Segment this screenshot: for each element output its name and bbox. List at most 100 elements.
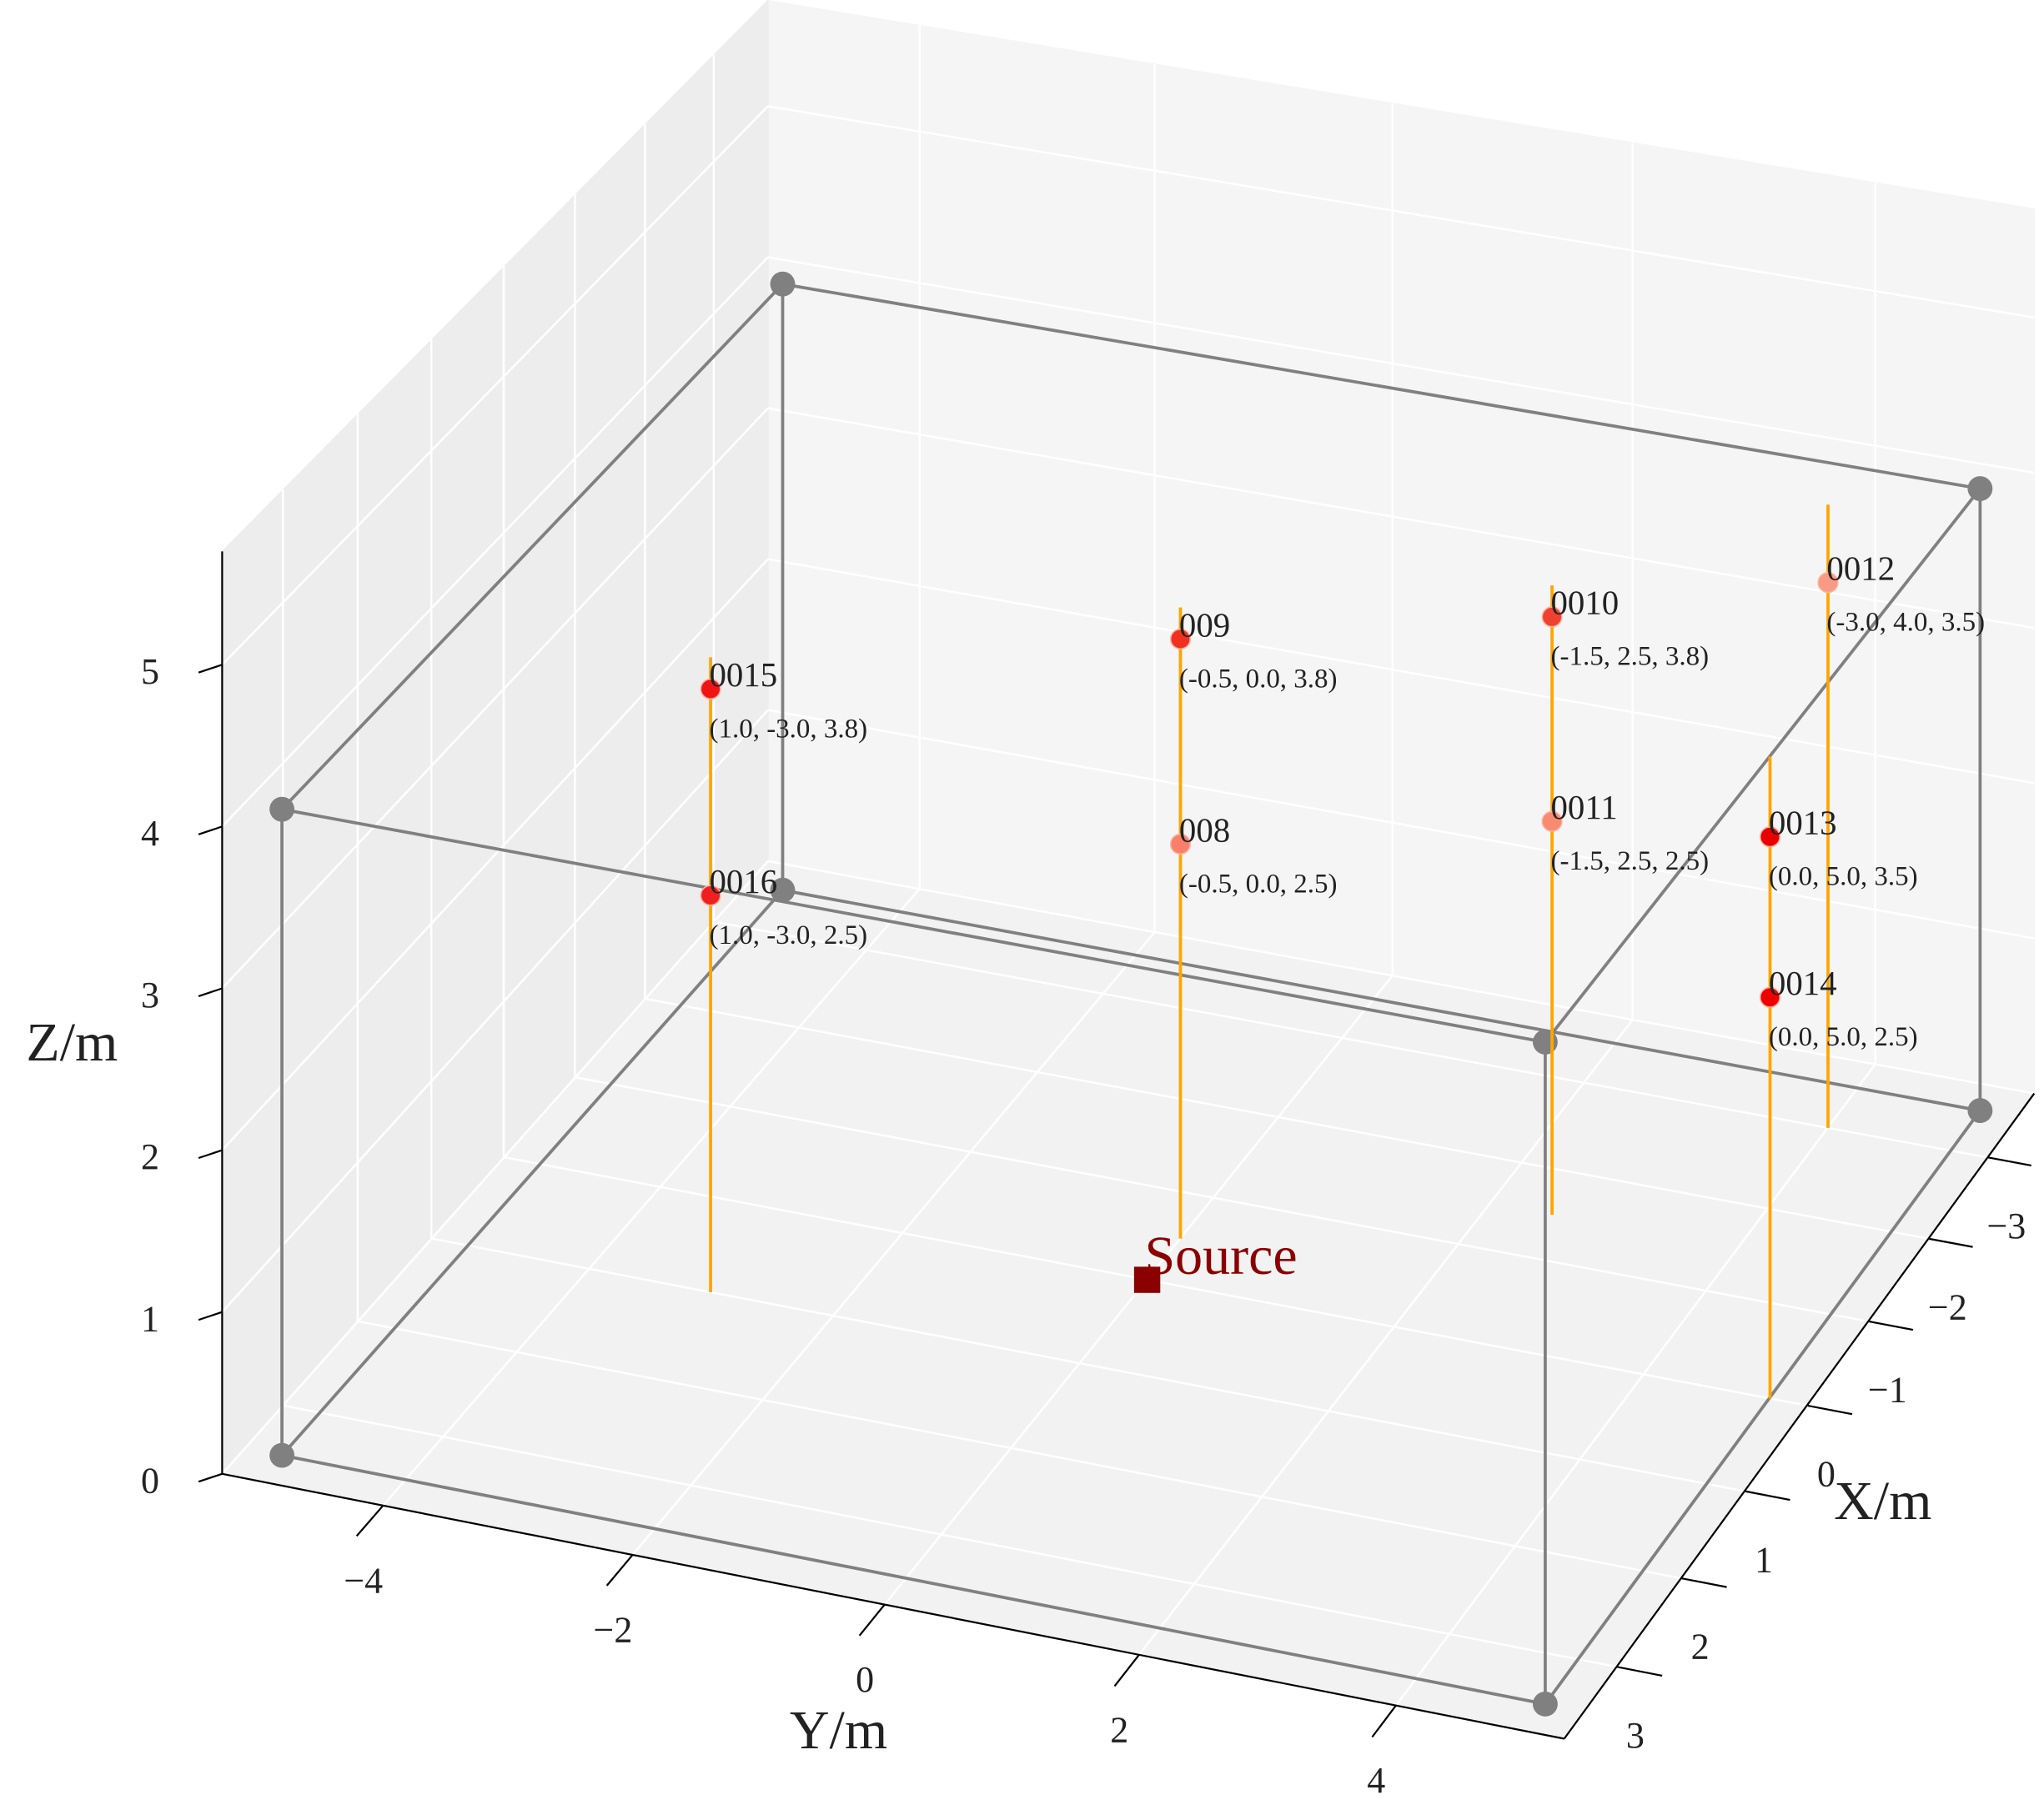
z-tick	[198, 1311, 223, 1321]
y-tick-label: −2	[594, 1609, 633, 1650]
z-tick-label: 4	[141, 813, 159, 854]
x-tick-label: 3	[1626, 1715, 1645, 1756]
mic-name: 0011	[1551, 789, 1618, 826]
grid-line	[713, 920, 1989, 1159]
mic-coords: (-0.5, 0.0, 2.5)	[1179, 869, 1338, 899]
grid-line	[221, 860, 769, 1475]
grid-line	[382, 888, 921, 1507]
grid-line	[221, 407, 769, 990]
grid-line	[221, 256, 769, 828]
x-tick	[1869, 1321, 1914, 1331]
mic-coords: (-0.5, 0.0, 3.8)	[1179, 664, 1338, 694]
x-axis-line	[1563, 1092, 2036, 1740]
y-tick	[355, 1505, 384, 1537]
mic-point	[1759, 826, 1781, 848]
source-label: Source	[1144, 1226, 1297, 1286]
grid-line	[645, 997, 1930, 1241]
room-edge	[280, 283, 784, 811]
z-tick	[198, 1472, 223, 1483]
grid-line	[357, 1320, 1682, 1580]
x-tick	[1616, 1666, 1663, 1677]
y-axis-label: Y/m	[790, 1700, 887, 1761]
grid-line	[575, 1075, 1870, 1323]
grid-line	[1394, 1063, 1876, 1707]
room-corner	[1967, 1098, 1993, 1124]
y-tick	[1113, 1654, 1140, 1687]
z-tick-label: 5	[141, 651, 159, 692]
room-corner	[770, 877, 796, 903]
x-axis-label: X/m	[1834, 1471, 1931, 1532]
room-corner	[1967, 476, 1993, 502]
room-edge	[782, 888, 1981, 1112]
grid-line	[767, 558, 2035, 785]
z-tick	[198, 987, 223, 997]
grid-line	[767, 709, 2035, 940]
mic-coords: (-1.5, 2.5, 2.5)	[1551, 846, 1710, 876]
mic-coords: (1.0, -3.0, 3.8)	[709, 714, 867, 744]
mic-name: 009	[1179, 606, 1230, 644]
y-tick-label: 0	[856, 1659, 874, 1700]
mic-point	[1817, 572, 1839, 594]
grid-line	[767, 105, 2035, 319]
mic-name: 008	[1179, 811, 1230, 849]
mic-name: 0015	[709, 656, 777, 694]
mic-name: 0014	[1769, 965, 1837, 1002]
mic-point	[700, 885, 721, 906]
room-corner	[1532, 1030, 1558, 1055]
y-tick	[858, 1604, 886, 1637]
mic-coords: (1.0, -3.0, 2.5)	[709, 920, 867, 950]
grid-line	[221, 709, 769, 1313]
mic-coords: (-1.5, 2.5, 3.8)	[1551, 642, 1710, 672]
y-axis-line	[222, 1472, 1564, 1740]
z-tick-label: 2	[141, 1136, 159, 1177]
mic-name: 0013	[1769, 805, 1837, 842]
mic-name: 0016	[709, 863, 777, 900]
y-tick	[1371, 1705, 1397, 1738]
room-edge	[1544, 1109, 1981, 1706]
x-tick	[1681, 1577, 1727, 1588]
z-tick-label: 3	[141, 975, 159, 1015]
y-tick-label: −4	[344, 1560, 383, 1601]
room-edge	[280, 889, 784, 1457]
room-edge	[782, 282, 1981, 490]
mic-point	[1759, 986, 1781, 1008]
x-tick	[1929, 1237, 1973, 1248]
grid-line	[221, 558, 769, 1151]
z-tick	[198, 664, 223, 674]
room-corner	[770, 271, 796, 297]
z-axis-label: Z/m	[26, 1012, 118, 1073]
grid-line	[430, 1237, 1746, 1493]
grid-line	[282, 1404, 1618, 1668]
room-corner	[1532, 1691, 1558, 1717]
mic-point	[700, 678, 721, 700]
z-tick-label: 1	[141, 1298, 159, 1339]
room-corner	[269, 1442, 295, 1468]
grid-line	[631, 931, 1156, 1556]
source-marker	[1133, 1266, 1161, 1293]
y-tick-label: 2	[1110, 1709, 1128, 1750]
room-edge	[281, 807, 1546, 1044]
grid-line	[221, 105, 769, 666]
x-tick-label: −1	[1868, 1370, 1907, 1411]
x-tick	[1987, 1156, 2031, 1167]
z-tick	[198, 825, 223, 835]
plot-area: −3 −2 −1 0 1 2 3 −4 −2 0 2 4 0 1 2 3 4 5 X/m Y/m Z/m Source 00…	[26, 0, 2036, 1801]
x-tick-label: 0	[1817, 1454, 1836, 1495]
grid-line	[767, 256, 2035, 474]
room-edge	[281, 1453, 1546, 1706]
mic-point	[1169, 833, 1192, 855]
mic-point	[1541, 606, 1563, 628]
y-tick	[605, 1554, 634, 1587]
mic-coords: (0.0, 5.0, 2.5)	[1769, 1022, 1918, 1052]
z-tick	[198, 1149, 223, 1160]
x-tick	[1807, 1404, 1853, 1416]
mic-point	[1169, 628, 1192, 650]
x-tick-label: −2	[1928, 1286, 1967, 1327]
mic-name: 0010	[1551, 584, 1620, 622]
z-tick-label: 0	[141, 1460, 159, 1501]
grid-line	[1138, 1019, 1634, 1656]
x-tick-label: 2	[1691, 1627, 1710, 1667]
mic-coords: (0.0, 5.0, 3.5)	[1769, 862, 1918, 892]
x-tick	[1745, 1490, 1790, 1502]
